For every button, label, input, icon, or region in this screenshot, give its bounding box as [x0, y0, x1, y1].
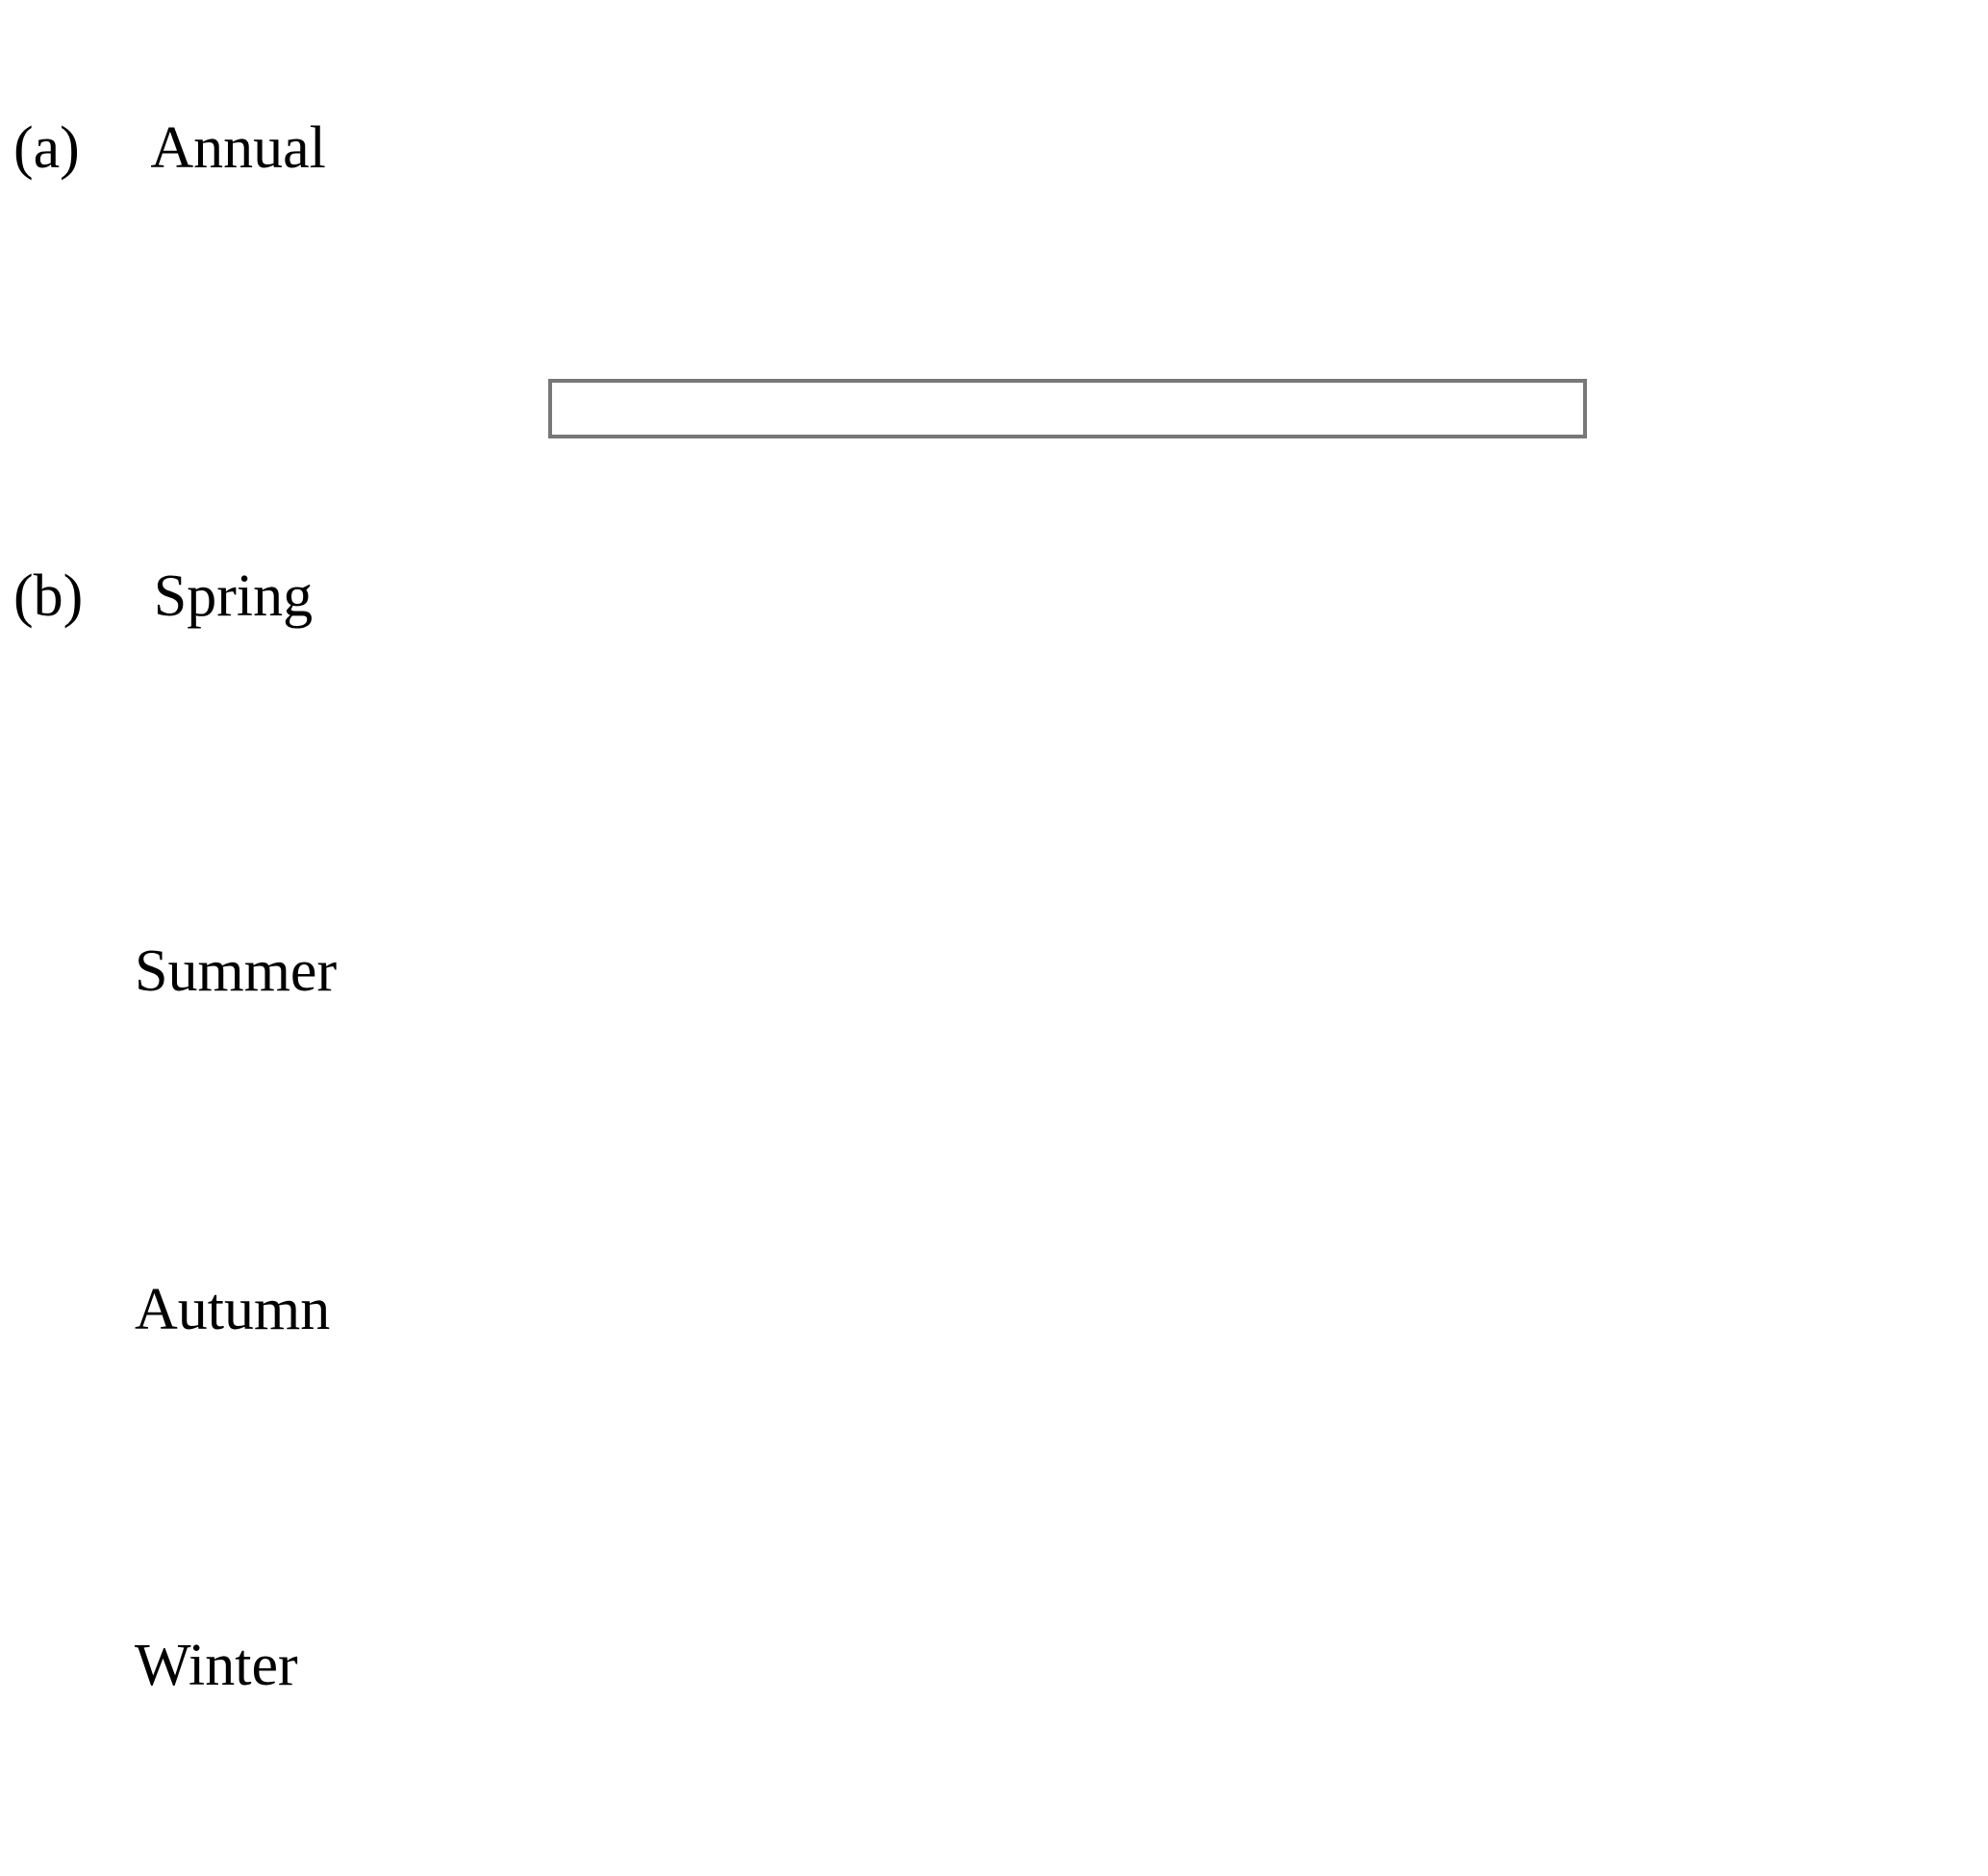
spring-label: Spring: [153, 563, 314, 629]
panel-a-title: Annual: [150, 115, 326, 181]
map-autumn: [427, 1233, 1679, 1540]
map-annual: [423, 6, 1685, 285]
summer-map: [431, 898, 1677, 1196]
panel-a-tag: (a): [13, 115, 80, 181]
autumn-map: [427, 1233, 1679, 1540]
annual-colorbar: [548, 379, 1587, 438]
map-summer: [431, 898, 1677, 1196]
spring-map: [427, 527, 1679, 894]
map-spring: [427, 527, 1679, 894]
panel-b-tag: (b): [13, 563, 84, 629]
winter-label: Winter: [135, 1633, 298, 1698]
panel-b-label: (b) Spring: [13, 563, 313, 629]
autumn-label: Autumn: [135, 1277, 331, 1342]
panel-a-label: (a) Annual: [13, 115, 326, 181]
annual-map: [423, 6, 1685, 285]
map-winter: [427, 1571, 1679, 1873]
summer-label: Summer: [135, 938, 338, 1004]
winter-map: [427, 1571, 1679, 1873]
